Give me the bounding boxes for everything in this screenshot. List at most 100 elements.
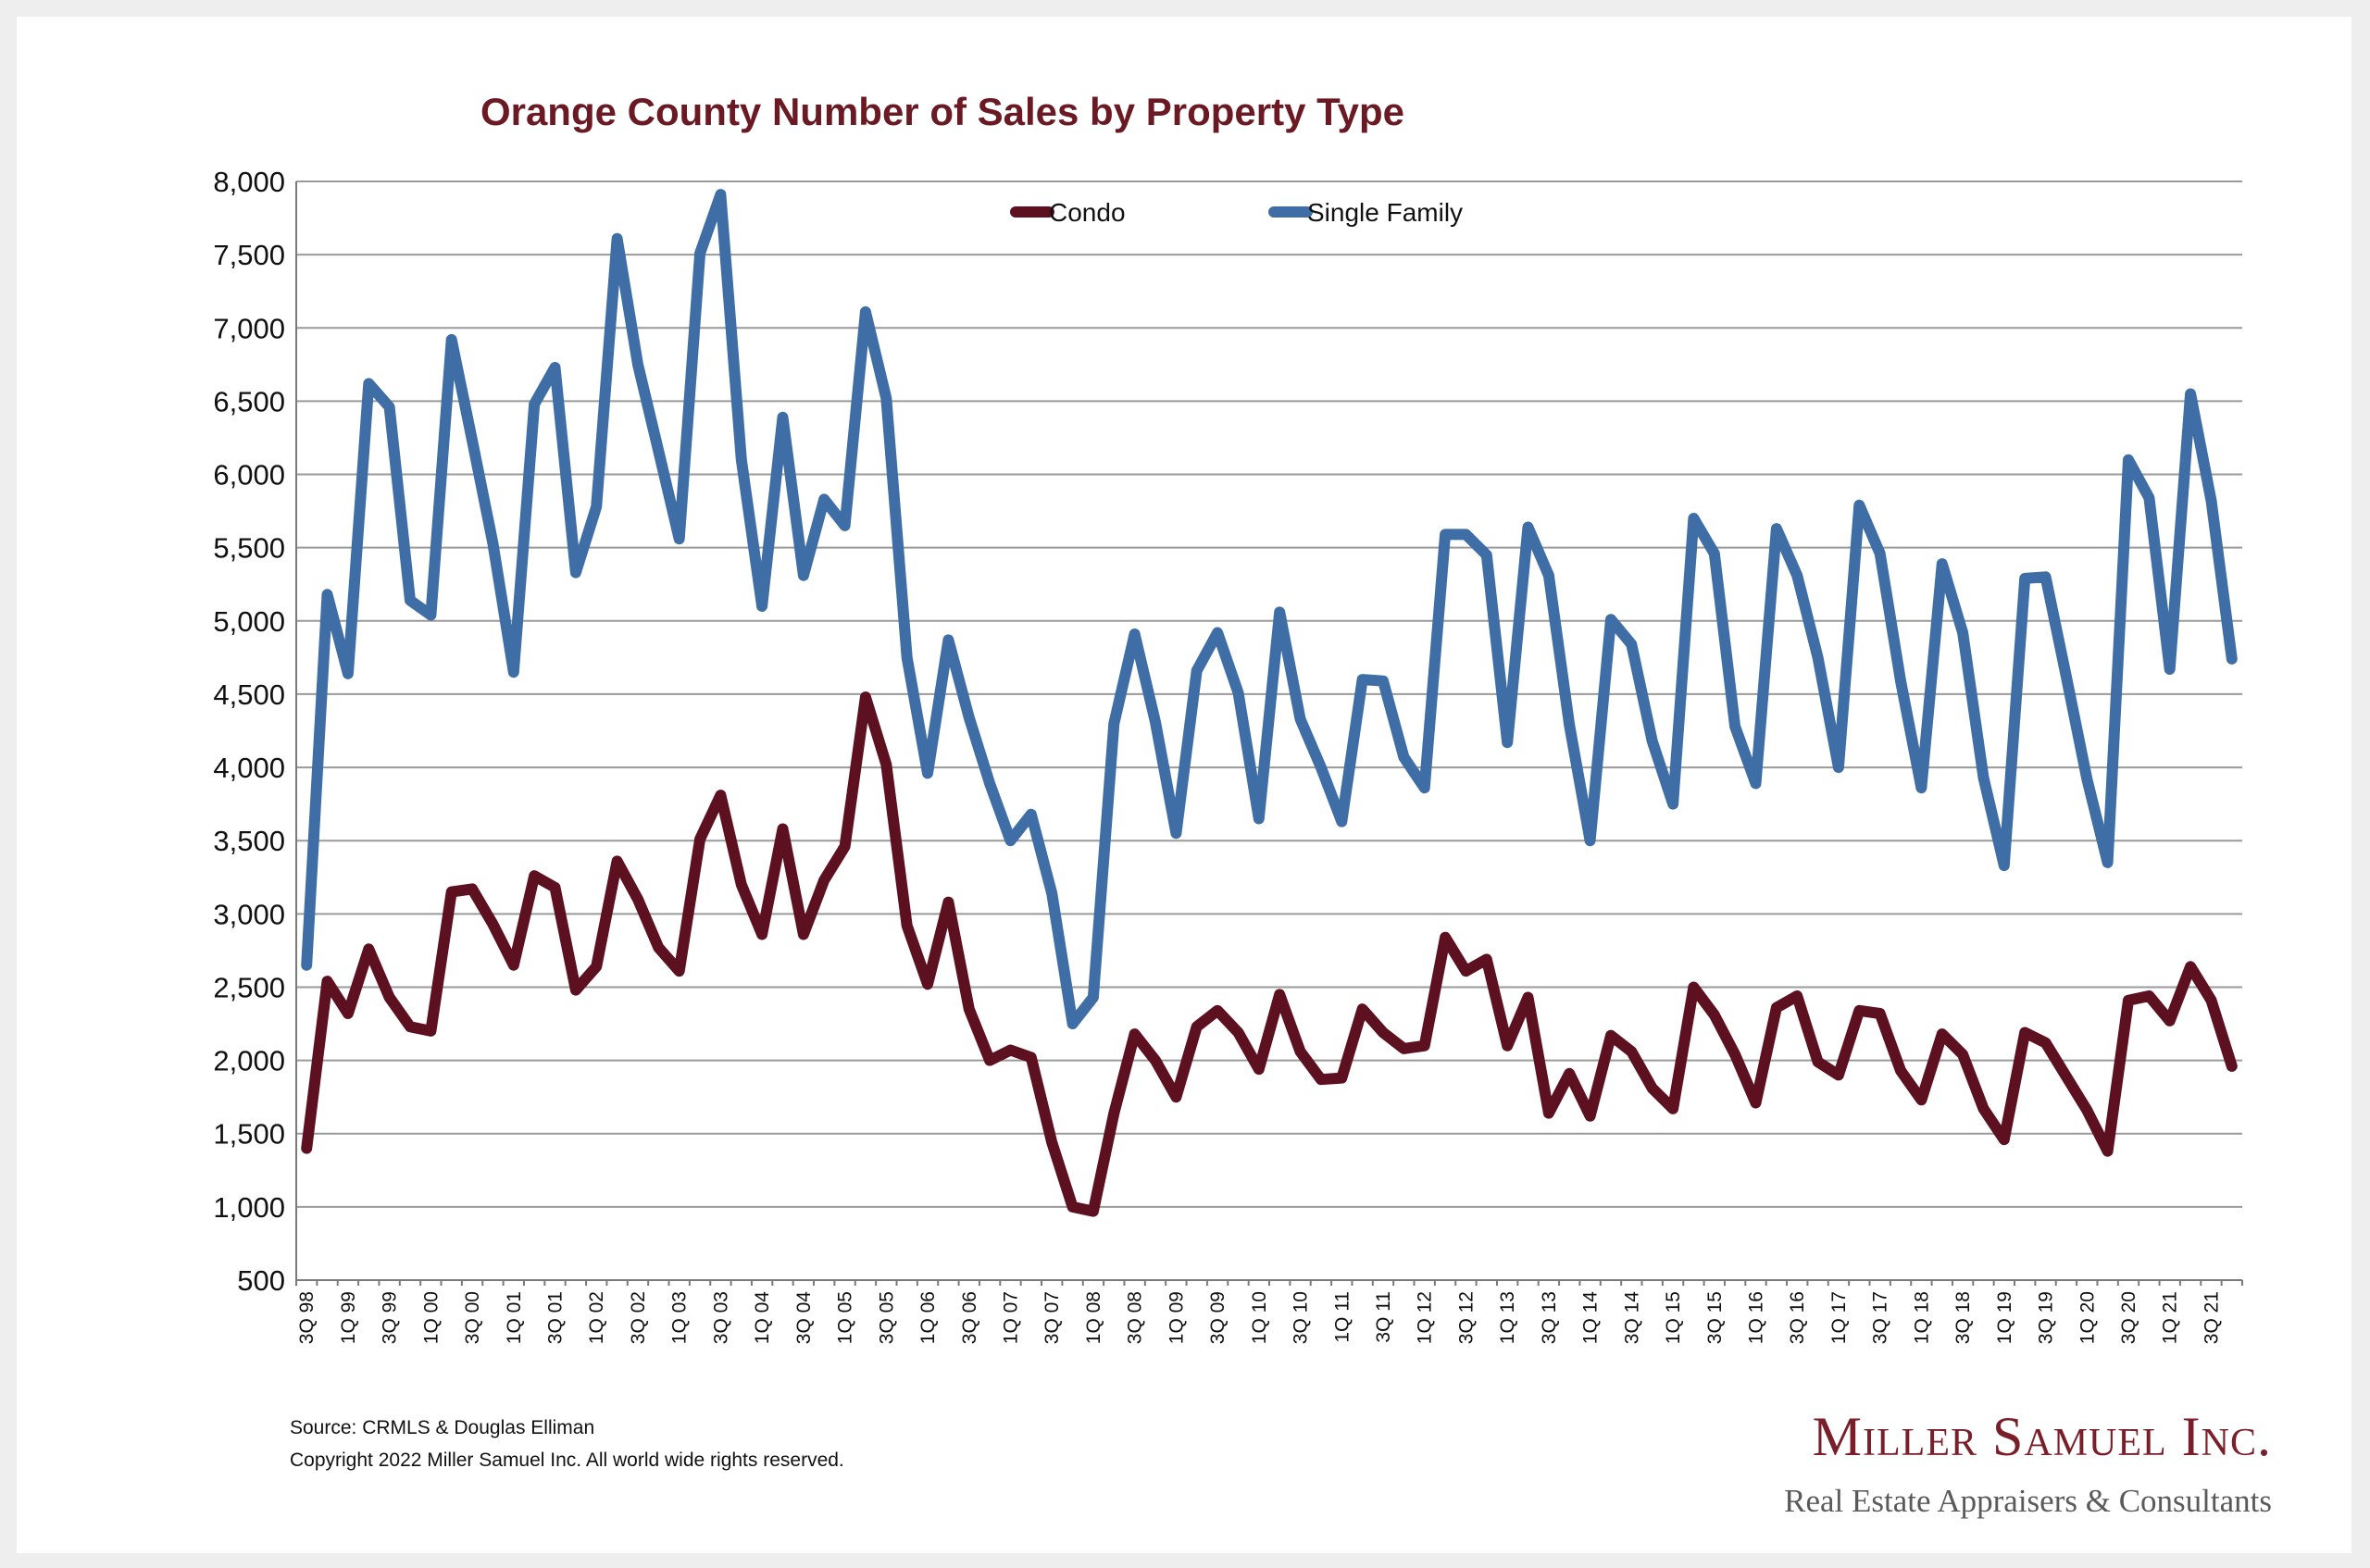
data-point-condo [1279, 993, 1280, 995]
data-point-condo [657, 947, 659, 949]
data-point-condo [1113, 1113, 1115, 1114]
data-point-single-family [1424, 787, 1426, 789]
x-tick-label: 1Q 09 [1166, 1291, 1187, 1344]
data-point-single-family [595, 505, 597, 507]
x-tick-label: 1Q 13 [1497, 1291, 1518, 1344]
data-point-single-family [1879, 553, 1881, 554]
data-point-condo [1030, 1056, 1032, 1058]
data-point-single-family [679, 538, 680, 540]
x-tick-label: 1Q 04 [752, 1291, 773, 1345]
data-point-condo [1216, 1010, 1218, 1012]
data-point-single-family [699, 253, 701, 255]
data-point-condo [1982, 1108, 1984, 1110]
gridlines [296, 180, 2242, 1208]
x-tick-label: 3Q 00 [462, 1291, 483, 1344]
y-tick-label: 5,500 [213, 532, 285, 565]
data-point-single-family [741, 459, 742, 461]
data-point-condo [1237, 1032, 1239, 1034]
data-point-single-family [2065, 676, 2067, 678]
data-point-single-family [803, 575, 805, 577]
data-point-single-family [1403, 756, 1404, 758]
x-tick-label: 3Q 18 [1952, 1291, 1974, 1344]
y-tick-label: 3,000 [213, 898, 285, 930]
data-point-condo [2086, 1109, 2088, 1111]
x-tick-label: 1Q 12 [1415, 1291, 1436, 1344]
data-point-condo [1051, 1141, 1053, 1143]
y-tick-label: 4,500 [213, 678, 285, 711]
x-tick-label: 3Q 98 [296, 1291, 318, 1344]
data-point-condo [1320, 1078, 1322, 1080]
data-point-single-family [1630, 643, 1632, 645]
data-point-condo [1817, 1061, 1819, 1063]
data-point-condo [1548, 1113, 1550, 1114]
data-point-single-family [409, 600, 411, 602]
data-point-condo [1610, 1035, 1612, 1037]
data-point-single-family [1920, 787, 1922, 789]
y-tick-label: 4,000 [213, 752, 285, 784]
data-point-single-family [2169, 668, 2171, 670]
x-tick-label: 1Q 08 [1083, 1291, 1104, 1344]
data-point-single-family [2045, 576, 2047, 578]
data-point-single-family [306, 964, 307, 966]
data-point-single-family [1009, 840, 1011, 841]
data-point-condo [430, 1030, 431, 1032]
data-point-condo [699, 839, 701, 840]
data-point-single-family [575, 572, 577, 574]
data-point-single-family [1175, 832, 1177, 834]
legend-label-single-family: Single Family [1307, 198, 1463, 227]
company-logo-name: Miller Samuel Inc. [1812, 1406, 2272, 1467]
x-tick-label: 1Q 00 [420, 1291, 442, 1344]
legend-label-condo: Condo [1049, 198, 1126, 227]
data-point-condo [1962, 1053, 1964, 1055]
data-point-condo [1879, 1013, 1881, 1014]
data-point-condo [719, 794, 721, 796]
x-tick-label: 3Q 13 [1539, 1291, 1560, 1344]
x-tick-label: 1Q 19 [1994, 1291, 2015, 1344]
data-point-single-family [1051, 892, 1053, 894]
x-tick-label: 1Q 01 [504, 1291, 525, 1344]
data-point-single-family [471, 440, 473, 442]
data-point-single-family [1486, 554, 1488, 556]
y-axis-ticks: 8,000 7,500 7,000 6,500 6,000 5,500 5,000 4,500… [213, 166, 285, 1297]
data-point-single-family [327, 593, 329, 595]
x-tick-label: 3Q 09 [1207, 1291, 1229, 1344]
data-point-condo [2065, 1076, 2067, 1077]
data-point-condo [1072, 1206, 1074, 1208]
data-point-condo [471, 888, 473, 890]
data-point-condo [1776, 1007, 1778, 1009]
x-tick-label: 3Q 99 [380, 1291, 401, 1344]
data-point-condo [513, 964, 515, 966]
data-point-condo [451, 891, 453, 893]
data-point-condo [2169, 1020, 2171, 1022]
data-point-condo [1403, 1048, 1404, 1050]
data-point-condo [533, 875, 535, 877]
data-point-single-family [1154, 721, 1156, 723]
data-point-condo [389, 997, 391, 999]
x-tick-label: 1Q 05 [835, 1291, 856, 1344]
data-point-condo [1941, 1033, 1943, 1035]
x-tick-label: 3Q 15 [1704, 1291, 1726, 1344]
x-tick-label: 3Q 20 [2118, 1291, 2139, 1344]
data-point-single-family [1652, 740, 1653, 742]
data-point-condo [368, 948, 369, 950]
x-tick-label: 3Q 07 [1042, 1291, 1063, 1344]
y-tick-label: 6,500 [213, 385, 285, 417]
data-point-single-family [2086, 778, 2088, 780]
data-point-condo [823, 879, 825, 881]
data-point-single-family [1279, 611, 1280, 613]
data-point-single-family [1341, 821, 1342, 823]
data-point-condo [1134, 1033, 1136, 1035]
data-point-single-family [1072, 1023, 1074, 1025]
data-point-single-family [513, 671, 515, 673]
y-tick-label: 8,000 [213, 166, 285, 198]
data-point-single-family [1714, 553, 1715, 554]
y-tick-label: 3,500 [213, 825, 285, 857]
data-point-condo [1858, 1010, 1860, 1012]
data-point-single-family [657, 450, 659, 452]
x-tick-label: 1Q 20 [2077, 1291, 2098, 1344]
x-tick-label: 1Q 17 [1828, 1291, 1850, 1344]
y-tick-label: 5,000 [213, 605, 285, 638]
x-tick-label: 1Q 16 [1746, 1291, 1767, 1344]
data-point-single-family [1113, 723, 1115, 725]
data-point-single-family [1237, 691, 1239, 693]
